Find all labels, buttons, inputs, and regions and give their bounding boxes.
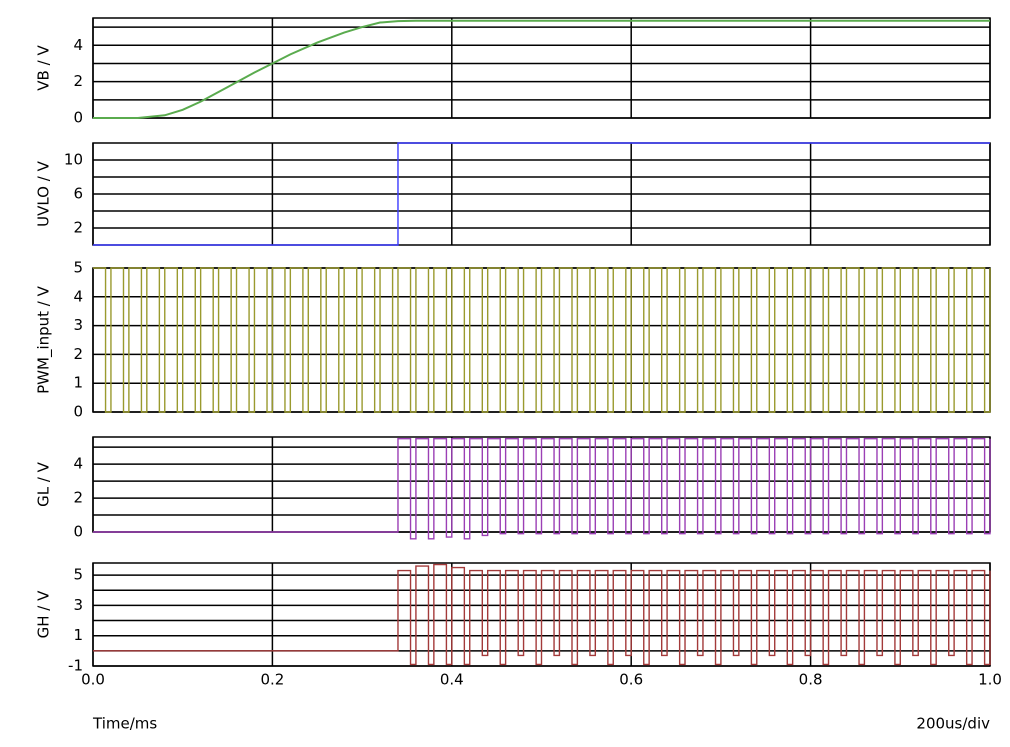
y-tick-label: 2 bbox=[73, 219, 83, 237]
y-axis-label: GH / V bbox=[35, 590, 53, 638]
footnote: 200us/div bbox=[916, 715, 990, 733]
y-tick-label: 4 bbox=[73, 36, 83, 54]
y-tick-label: 0 bbox=[73, 403, 83, 421]
x-tick-label: 0.0 bbox=[81, 671, 105, 689]
y-tick-label: 1 bbox=[73, 374, 83, 392]
y-tick-label: 6 bbox=[73, 185, 83, 203]
y-tick-label: 10 bbox=[64, 151, 83, 169]
x-tick-label: 0.4 bbox=[440, 671, 464, 689]
y-tick-label: 2 bbox=[73, 72, 83, 90]
series-line bbox=[93, 267, 991, 413]
y-tick-label: 3 bbox=[73, 316, 83, 334]
y-tick-label: 5 bbox=[73, 259, 83, 277]
y-tick-label: -1 bbox=[68, 657, 83, 675]
y-axis-label: UVLO / V bbox=[35, 160, 53, 226]
y-tick-label: 4 bbox=[73, 287, 83, 305]
x-tick-label: 0.6 bbox=[619, 671, 643, 689]
y-axis-label: VB / V bbox=[35, 45, 53, 91]
y-tick-label: 1 bbox=[73, 626, 83, 644]
y-tick-label: 0 bbox=[73, 109, 83, 127]
y-tick-label: 4 bbox=[73, 455, 83, 473]
x-axis-label: Time/ms bbox=[92, 715, 157, 733]
panel-frame bbox=[92, 17, 991, 119]
series-line bbox=[93, 563, 991, 666]
y-tick-label: 0 bbox=[73, 523, 83, 541]
x-tick-label: 1.0 bbox=[978, 671, 1002, 689]
y-axis-label: GL / V bbox=[35, 461, 53, 507]
x-tick-label: 0.8 bbox=[799, 671, 823, 689]
series-line bbox=[93, 437, 991, 540]
x-tick-label: 0.2 bbox=[260, 671, 284, 689]
y-tick-label: 2 bbox=[73, 489, 83, 507]
series-line bbox=[93, 19, 990, 119]
y-tick-label: 2 bbox=[73, 345, 83, 363]
y-tick-label: 3 bbox=[73, 596, 83, 614]
y-axis-label: PWM_input / V bbox=[35, 285, 54, 393]
series-line bbox=[93, 142, 990, 246]
y-tick-label: 5 bbox=[73, 566, 83, 584]
